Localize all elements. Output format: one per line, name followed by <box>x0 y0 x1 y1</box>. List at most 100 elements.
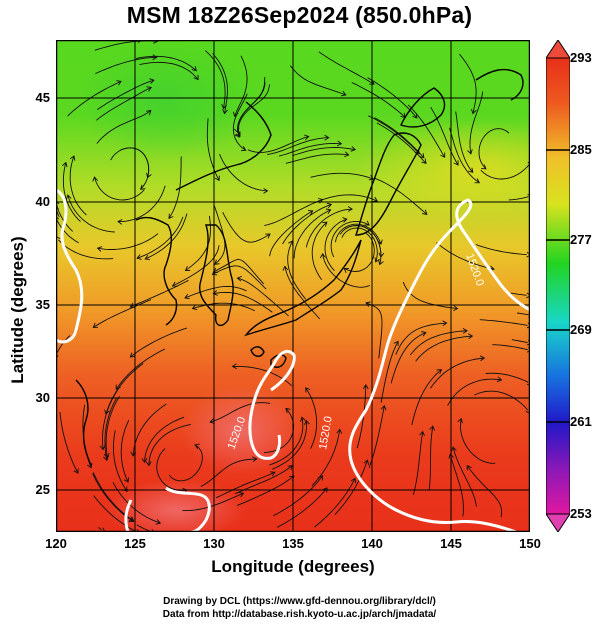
streamline <box>365 302 383 359</box>
streamline <box>135 55 197 72</box>
streamline-arrow <box>285 407 291 414</box>
streamline-arrow <box>526 292 530 299</box>
streamline-arrow <box>136 529 140 532</box>
streamline-arrow <box>525 408 530 414</box>
streamline-arrow <box>448 453 454 459</box>
streamline <box>97 233 159 250</box>
streamline-arrow <box>304 134 310 141</box>
streamline <box>318 51 375 85</box>
streamline <box>222 211 271 243</box>
streamline-arrow <box>341 90 347 97</box>
streamline-arrow <box>304 419 310 426</box>
streamline <box>219 153 268 192</box>
streamline-arrow <box>474 178 481 184</box>
streamline-arrow <box>421 331 427 337</box>
streamline-arrow <box>336 140 343 147</box>
streamline-arrow <box>129 516 135 522</box>
streamline <box>469 91 484 154</box>
graticule <box>56 40 530 532</box>
streamline-arrow <box>212 290 218 296</box>
streamline-arrow <box>467 149 473 155</box>
streamline-arrow <box>152 54 158 61</box>
streamline-arrow <box>235 131 241 138</box>
streamline <box>247 135 309 153</box>
x-axis-label: Longitude (degrees) <box>211 557 375 576</box>
streamline-arrow <box>419 153 425 159</box>
streamline-arrow <box>300 416 306 422</box>
streamline <box>56 219 79 244</box>
streamline-arrow <box>326 202 333 209</box>
x-tick-label: 130 <box>203 536 225 551</box>
streamline <box>511 339 528 344</box>
streamline-arrow <box>137 40 143 43</box>
streamline-arrow <box>214 259 220 265</box>
streamline-arrow <box>421 158 427 165</box>
streamline <box>447 378 502 406</box>
geopotential-contours <box>56 188 530 532</box>
streamline <box>390 332 427 384</box>
x-tick-label: 145 <box>440 536 462 551</box>
footer-data-source: Data from http://database.rish.kyoto-u.a… <box>162 609 437 620</box>
streamline <box>272 420 308 470</box>
streamline-arrow <box>128 517 135 523</box>
streamline-arrow <box>136 254 142 260</box>
streamline-arrow <box>232 111 239 118</box>
streamline-arrow <box>325 208 332 214</box>
streamline <box>264 199 323 227</box>
streamline <box>341 227 378 263</box>
streamline-arrow <box>481 164 487 170</box>
streamline <box>305 208 353 248</box>
streamline-arrow <box>222 109 228 115</box>
streamline <box>130 327 188 358</box>
streamline-arrow <box>350 146 357 152</box>
streamline <box>212 265 267 290</box>
streamline-arrow <box>141 457 148 464</box>
colorbar-tick-label: 293 <box>570 50 592 65</box>
streamline-arrow <box>372 196 379 202</box>
streamline-arrow <box>457 417 463 424</box>
x-tick-label: 150 <box>519 536 541 551</box>
streamline-arrow <box>139 184 146 190</box>
streamline <box>139 61 199 80</box>
colorbar-min-arrow <box>546 513 570 532</box>
streamline <box>310 172 374 180</box>
streamline-arrow <box>442 320 448 327</box>
streamline <box>492 344 528 351</box>
streamline-arrow <box>347 206 353 212</box>
streamline <box>67 80 122 117</box>
streamline-arrow <box>369 79 375 85</box>
x-tick-label: 135 <box>282 536 304 551</box>
y-tick-label: 25 <box>35 482 50 497</box>
streamline-arrow <box>318 475 324 481</box>
streamline-arrow <box>65 194 72 200</box>
streamline-arrow <box>450 446 457 452</box>
map-plot-area: 1520.0 1520.0 1520.0 <box>56 40 530 532</box>
streamline-arrow <box>468 333 474 340</box>
streamline-arrow <box>184 293 190 300</box>
streamline <box>234 55 248 117</box>
streamline <box>449 454 464 517</box>
streamline-arrow <box>123 477 129 483</box>
streamline <box>334 223 382 245</box>
colorbar-tick-label: 285 <box>570 142 592 157</box>
streamline <box>428 426 434 491</box>
x-tick-label: 140 <box>361 536 383 551</box>
streamline <box>508 196 529 201</box>
streamline-arrow <box>320 252 326 259</box>
streamline <box>56 204 74 232</box>
streamline <box>480 163 530 180</box>
streamline <box>402 281 458 310</box>
streamline <box>237 82 266 138</box>
streamline <box>478 128 510 170</box>
streamline-arrow <box>287 465 293 471</box>
streamline <box>411 369 442 426</box>
streamline <box>120 147 150 190</box>
y-tick-label: 30 <box>35 390 50 405</box>
streamline-arrow <box>194 443 200 449</box>
streamline-arrow <box>145 461 152 467</box>
streamline-arrow <box>350 477 357 484</box>
streamline <box>168 444 203 482</box>
streamline <box>69 155 87 216</box>
colorbar-gradient <box>546 57 570 515</box>
streamline-arrow <box>214 175 220 182</box>
